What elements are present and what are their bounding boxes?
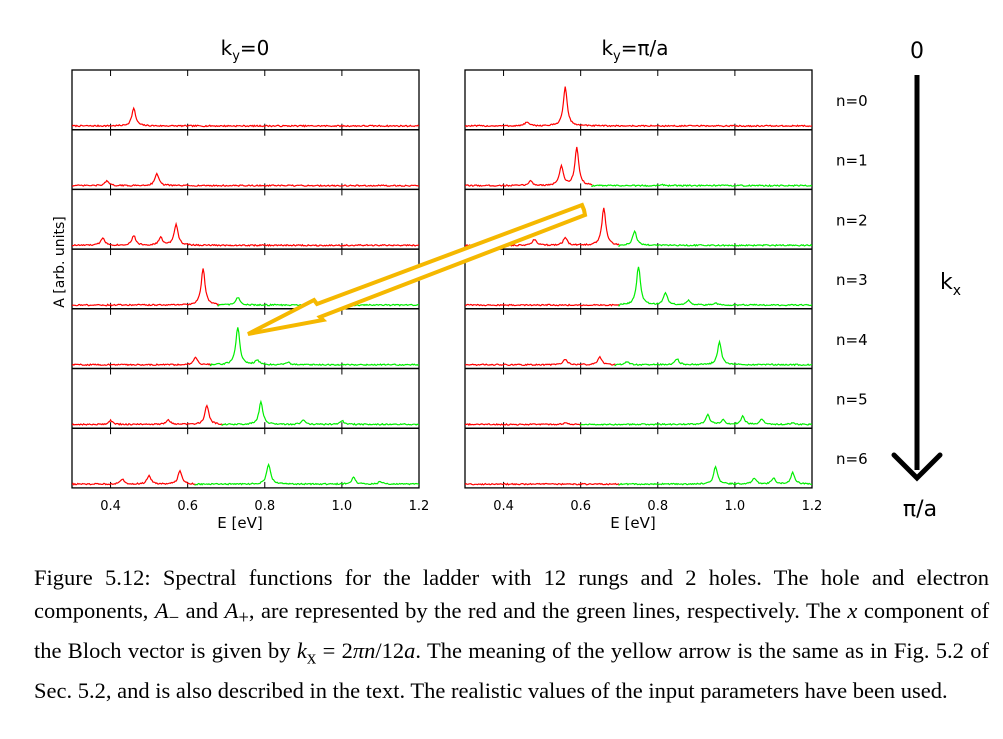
caption-text-3: component of the Bloch vector is given b… <box>34 597 990 663</box>
spectral-figure: ky=0 0.4 0.6 0.8 1.0 1.2 E [eV] ky=π/a 0.4 0.… <box>52 36 961 532</box>
hole-curve <box>72 356 212 367</box>
x-tick-label: 0.6 <box>570 499 591 514</box>
x-tick-label: 1.0 <box>332 499 353 514</box>
electron-curve <box>618 266 812 307</box>
kx-arrow: 0 kx π/a <box>891 39 961 522</box>
row-label: n=5 <box>836 391 868 409</box>
hole-curve <box>72 106 419 128</box>
kx-arrow-head <box>891 452 943 482</box>
caption-text-2: , are represented by the red and the gre… <box>248 597 841 623</box>
y-axis-label: A [arb. units] <box>52 216 68 308</box>
panel-ky-pi-x-axis-label: E [eV] <box>610 514 655 532</box>
panel-ky-pi-title: ky=π/a <box>601 36 668 64</box>
hole-curve <box>465 146 593 188</box>
caption-text-1: Spectral functions for the ladder with 1… <box>34 565 990 623</box>
panel-ky-pi-x-tick-labels: 0.4 0.6 0.8 1.0 1.2 <box>493 499 822 514</box>
panel-ky-0-rows <box>71 69 420 489</box>
panel-ky-0-title: ky=0 <box>221 36 270 64</box>
row-label: n=6 <box>836 450 868 468</box>
x-tick-label: 1.2 <box>409 499 430 514</box>
panel-ky-0-x-tick-labels: 0.4 0.6 0.8 1.0 1.2 <box>100 499 429 514</box>
hole-curve <box>465 422 581 427</box>
panel-ky-pi-rows <box>464 69 813 489</box>
electron-curve <box>614 339 812 367</box>
hole-curve <box>465 355 616 367</box>
row-label: n=4 <box>836 331 868 349</box>
x-tick-label: 0.6 <box>177 499 198 514</box>
electron-curve <box>618 229 812 247</box>
hole-curve <box>465 482 620 486</box>
x-tick-label: 1.2 <box>802 499 823 514</box>
electron-curve <box>579 413 812 426</box>
electron-curve <box>194 462 419 486</box>
x-tick-label: 1.0 <box>725 499 746 514</box>
hole-curve <box>465 86 812 128</box>
row-labels: n=0 n=1 n=2 n=3 n=4 n=5 n=6 <box>836 92 868 468</box>
plot-frame <box>464 69 813 489</box>
electron-curve <box>618 465 812 486</box>
panel-ky-pi-curves <box>465 86 812 486</box>
x-tick-label: 0.8 <box>254 499 275 514</box>
kx-arrow-top-label: 0 <box>910 39 924 64</box>
caption-label: Figure 5.12: <box>34 565 151 590</box>
x-tick-label: 0.4 <box>493 499 514 514</box>
x-tick-label: 0.8 <box>647 499 668 514</box>
yellow-arrow <box>247 202 588 336</box>
kx-arrow-bottom-label: π/a <box>903 497 937 522</box>
panel-ky-pi: ky=π/a 0.4 0.6 0.8 1.0 1.2 E [eV] <box>464 36 822 532</box>
hole-curve <box>72 469 196 486</box>
electron-curve <box>209 327 419 367</box>
panel-ky-0-x-axis-label: E [eV] <box>217 514 262 532</box>
caption-text-4: . The meaning of the yellow arrow is the… <box>34 637 990 703</box>
row-label: n=3 <box>836 271 868 289</box>
kx-arrow-mid-label: kx <box>940 270 961 299</box>
hole-curve <box>72 172 419 188</box>
hole-curve <box>72 221 419 247</box>
hole-curve <box>72 404 223 426</box>
electron-curve <box>221 399 419 426</box>
figure-caption: Figure 5.12: Spectral functions for the … <box>34 565 990 703</box>
electron-curve <box>591 183 812 188</box>
hole-curve <box>465 303 620 307</box>
hole-curve <box>72 268 219 307</box>
row-label: n=2 <box>836 211 868 229</box>
row-label: n=0 <box>836 92 868 110</box>
panel-ky-0: ky=0 0.4 0.6 0.8 1.0 1.2 E [eV] <box>71 36 429 532</box>
row-label: n=1 <box>836 152 868 170</box>
x-tick-label: 0.4 <box>100 499 121 514</box>
